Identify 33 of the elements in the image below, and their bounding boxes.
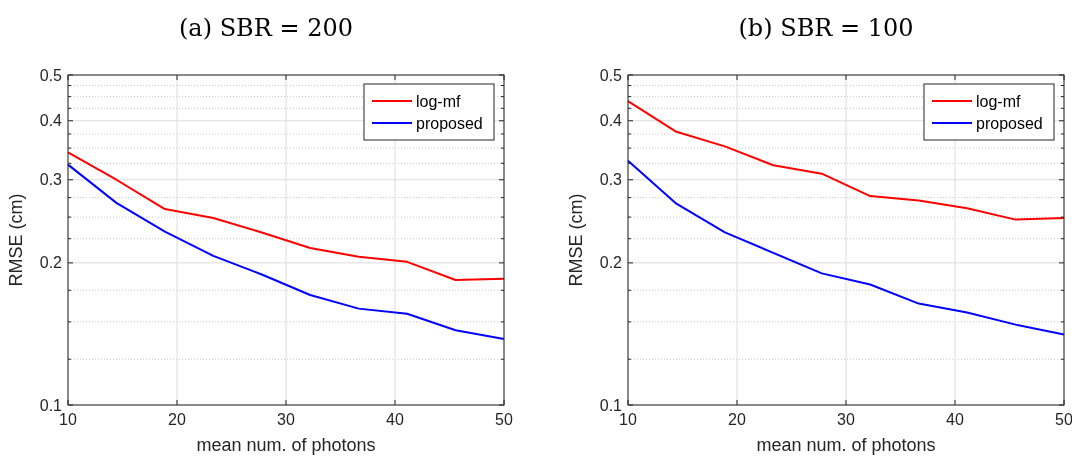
y-tick-label: 0.3 [39, 171, 63, 189]
y-tick-label: 0.1 [599, 396, 623, 414]
y-tick-label: 0.2 [39, 254, 63, 272]
x-tick-label: 20 [728, 411, 746, 428]
x-tick-label: 30 [837, 411, 855, 428]
chart-title: (a) SBR = 200 [179, 14, 353, 42]
line-series [67, 163, 505, 340]
y-axis-title: RMSE (cm) [6, 193, 26, 287]
y-tick-label: 0.4 [39, 112, 63, 130]
line-series [67, 151, 505, 281]
x-tick-label: 40 [946, 411, 964, 428]
y-tick-label: 0.4 [599, 112, 623, 130]
x-tick-label: 10 [59, 411, 77, 428]
x-tick-label: 30 [277, 411, 295, 428]
x-tick-label: 50 [1055, 411, 1073, 428]
legend-label: log-mf [976, 92, 1022, 110]
y-tick-label: 0.5 [599, 66, 623, 84]
chart-title: (b) SBR = 100 [738, 14, 914, 42]
legend-label: log-mf [416, 92, 462, 110]
legend-label: proposed [416, 114, 483, 132]
line-series [627, 159, 1065, 336]
y-tick-label: 0.1 [39, 396, 63, 414]
y-tick-label: 0.2 [599, 254, 623, 272]
legend-label: proposed [976, 114, 1043, 132]
y-tick-label: 0.3 [599, 171, 623, 189]
x-axis-title: mean num. of photons [756, 435, 936, 455]
x-tick-label: 40 [386, 411, 404, 428]
x-axis-title: mean num. of photons [196, 435, 376, 455]
x-tick-label: 20 [168, 411, 186, 428]
y-axis-title: RMSE (cm) [566, 193, 586, 287]
x-tick-label: 10 [619, 411, 637, 428]
x-tick-label: 50 [495, 411, 513, 428]
y-tick-label: 0.5 [39, 66, 63, 84]
